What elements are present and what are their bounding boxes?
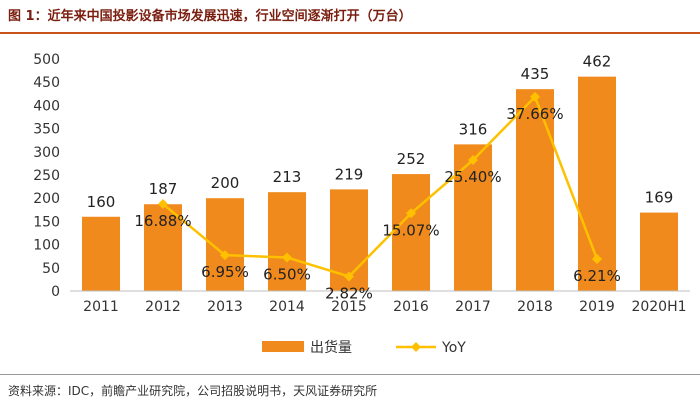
yoy-value-label: 6.50% <box>263 265 311 283</box>
y-tick-label: 350 <box>33 122 60 138</box>
y-tick-label: 250 <box>33 168 60 184</box>
yoy-line-series <box>158 91 602 282</box>
yoy-point <box>406 208 416 219</box>
yoy-line <box>162 94 599 278</box>
x-tick-label: 2016 <box>393 299 429 315</box>
y-axis: 0 50 100 150 200 250 300 350 400 450 500 <box>33 52 60 300</box>
yoy-value-label: 2.82% <box>325 284 373 302</box>
bar <box>516 89 554 291</box>
yoy-value-label: 6.21% <box>573 267 621 285</box>
x-tick-label: 2019 <box>579 299 615 315</box>
x-tick-label: 2020H1 <box>631 299 686 315</box>
bar-value-label: 462 <box>583 53 612 71</box>
y-tick-label: 150 <box>33 214 60 230</box>
y-tick-label: 500 <box>33 52 60 68</box>
yoy-value-label: 15.07% <box>382 221 439 239</box>
bar-value-labels: 160 187 200 213 219 252 316 435 462 169 <box>87 53 674 211</box>
source-note: 资料来源：IDC，前瞻产业研究院，公司招股说明书，天风证券研究所 <box>8 384 378 398</box>
y-tick-label: 200 <box>33 191 60 207</box>
yoy-point <box>592 253 602 264</box>
bar-value-label: 200 <box>211 174 240 192</box>
bar <box>144 204 182 291</box>
title-divider <box>0 32 700 34</box>
yoy-value-labels: 16.88% 6.95% 6.50% 2.82% 15.07% 25.40% 37.66% 6… <box>134 105 620 303</box>
yoy-value-label: 25.40% <box>444 168 501 186</box>
bar-series <box>82 76 678 291</box>
legend: 出货量 YoY <box>262 339 466 356</box>
x-tick-label: 2015 <box>331 299 367 315</box>
bar <box>268 192 306 291</box>
bar-value-label: 435 <box>521 65 550 83</box>
legend-bar-label: 出货量 <box>310 339 352 356</box>
yoy-point <box>530 91 540 102</box>
bar-value-label: 252 <box>397 150 426 168</box>
source-divider <box>0 374 700 375</box>
yoy-point <box>158 198 168 209</box>
yoy-point <box>282 252 292 263</box>
yoy-point <box>344 271 354 282</box>
y-tick-label: 100 <box>33 238 60 254</box>
legend-line-label: YoY <box>441 340 466 356</box>
yoy-point <box>468 155 478 166</box>
x-tick-label: 2013 <box>207 299 243 315</box>
bar-value-label: 219 <box>335 165 364 183</box>
y-tick-label: 50 <box>42 261 60 277</box>
bar-value-label: 169 <box>645 189 674 207</box>
x-tick-label: 2017 <box>455 299 491 315</box>
bar <box>454 144 492 291</box>
chart-title: 图 1：近年来中国投影设备市场发展迅速，行业空间逐渐打开（万台） <box>8 9 412 24</box>
yoy-value-label: 16.88% <box>134 212 191 230</box>
bar <box>392 174 430 291</box>
bar-value-label: 160 <box>87 193 116 211</box>
bar-value-label: 316 <box>459 120 488 138</box>
y-tick-label: 450 <box>33 75 60 91</box>
yoy-value-label: 37.66% <box>506 105 563 123</box>
x-axis: 2011 2012 2013 2014 2015 2016 2017 2018 2019 2020… <box>70 290 690 315</box>
x-tick-label: 2011 <box>83 299 119 315</box>
bar <box>640 212 678 291</box>
bar <box>82 216 120 291</box>
yoy-point <box>220 250 230 261</box>
x-tick-label: 2014 <box>269 299 305 315</box>
legend-line-marker <box>411 342 421 352</box>
y-tick-label: 300 <box>33 145 60 161</box>
bar-value-label: 187 <box>149 180 178 198</box>
yoy-value-label: 6.95% <box>201 263 249 281</box>
x-tick-label: 2018 <box>517 299 553 315</box>
legend-bar-swatch <box>262 341 304 352</box>
bar-value-label: 213 <box>273 168 302 186</box>
x-tick-label: 2012 <box>145 299 181 315</box>
y-tick-label: 400 <box>33 98 60 114</box>
shipment-chart: 0 50 100 150 200 250 300 350 400 450 500 160 187 200… <box>33 52 690 356</box>
y-tick-label: 0 <box>51 284 60 300</box>
